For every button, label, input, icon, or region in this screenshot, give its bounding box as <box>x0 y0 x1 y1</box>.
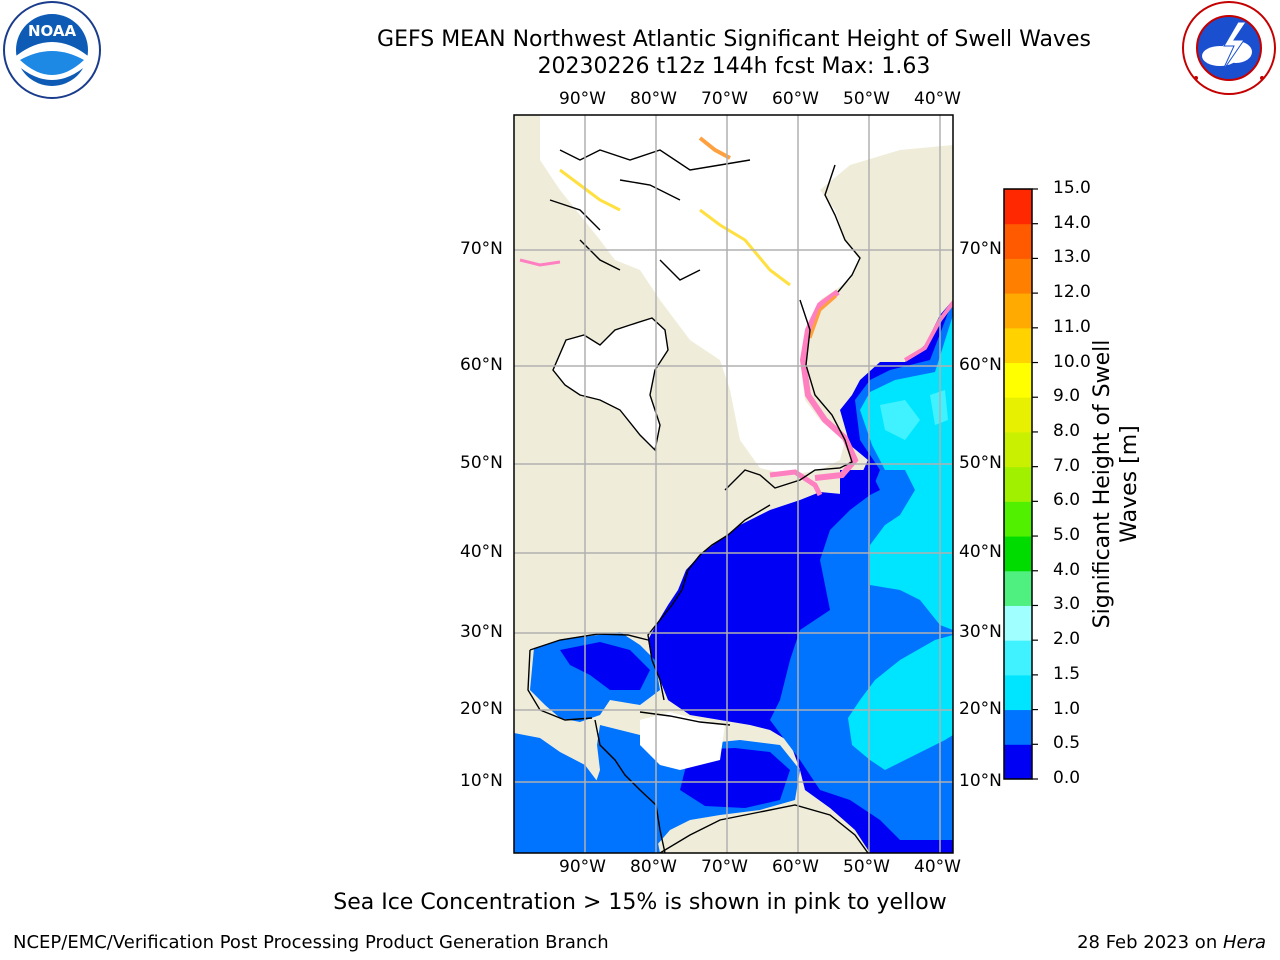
lat-tick-right: 40°N <box>959 542 1002 562</box>
colorbar-bin <box>1004 536 1032 572</box>
colorbar-tick-label: 12.0 <box>1053 282 1091 303</box>
colorbar-bin <box>1004 431 1032 468</box>
colorbar-bin <box>1004 397 1032 433</box>
coastline-hudson <box>552 317 669 452</box>
colorbar-bin <box>1004 570 1032 606</box>
lat-tick-left: 60°N <box>460 355 503 375</box>
chart-subtitle: 20230226 t12z 144h fcst Max: 1.63 <box>537 54 931 79</box>
lon-tick-bottom: 40°W <box>914 857 961 877</box>
colorbar-label-line2: Waves [m] <box>1117 425 1142 543</box>
colorbar-tick-label: 14.0 <box>1053 212 1091 233</box>
colorbar-tick-label: 0.0 <box>1053 768 1081 788</box>
coastline-us-east <box>647 504 771 701</box>
footer-date: 28 Feb 2023 on Hera <box>1077 932 1266 953</box>
colorbar-bin <box>1004 293 1032 329</box>
colorbar-tick-label: 1.0 <box>1053 698 1081 719</box>
colorbar-bin <box>1004 189 1032 225</box>
colorbar-tick-label: 4.0 <box>1053 559 1081 580</box>
lat-tick-right: 50°N <box>959 453 1002 473</box>
lat-tick-left: 50°N <box>460 453 503 473</box>
chart-title: GEFS MEAN Northwest Atlantic Significant… <box>377 27 1091 52</box>
colorbar-bin <box>1004 501 1032 537</box>
colorbar-bin <box>1004 258 1032 294</box>
lat-tick-right: 60°N <box>959 355 1002 375</box>
footer-branch: NCEP/EMC/Verification Post Processing Pr… <box>13 932 609 953</box>
lon-tick-top: 60°W <box>772 89 819 109</box>
colorbar-bin <box>1004 605 1032 641</box>
ocean-swell-high <box>860 315 953 630</box>
colorbar-tick-label: 7.0 <box>1053 455 1081 476</box>
lon-tick-top: 70°W <box>701 89 748 109</box>
coastline-cuba <box>639 711 731 726</box>
hudson-bay <box>553 318 668 450</box>
sea-ice-edge-labrador <box>799 289 859 481</box>
colorbar <box>1003 188 1038 780</box>
colorbar-bin <box>1004 466 1032 502</box>
lat-tick-left: 70°N <box>460 239 503 259</box>
colorbar-bin <box>1004 223 1032 259</box>
arctic-ice <box>540 115 953 475</box>
colorbar-bin <box>1004 709 1032 745</box>
lat-tick-left: 20°N <box>460 699 503 719</box>
colorbar-bin <box>1004 362 1032 398</box>
colorbar-tick-label: 8.0 <box>1053 420 1081 441</box>
footer-date-text: 28 Feb 2023 on <box>1077 932 1223 953</box>
lon-tick-top: 80°W <box>630 89 677 109</box>
colorbar-tick-label: 0.5 <box>1053 733 1081 754</box>
colorbar-tick-label: 9.0 <box>1053 386 1081 407</box>
colorbar-bin <box>1004 744 1032 780</box>
coastline-labrador <box>724 299 853 491</box>
svg-text:NOAA: NOAA <box>28 22 77 40</box>
lon-tick-top: 40°W <box>914 89 961 109</box>
map-frame <box>513 114 954 854</box>
coastline-greenland <box>824 164 861 293</box>
colorbar-frame <box>1003 188 1033 780</box>
colorbar-tick-label: 15.0 <box>1053 178 1091 198</box>
lon-tick-bottom: 70°W <box>701 857 748 877</box>
colorbar-tick-label: 13.0 <box>1053 247 1091 268</box>
colorbar-tick-label: 10.0 <box>1053 351 1091 372</box>
lat-tick-left: 30°N <box>460 622 503 642</box>
colorbar-tick-label: 5.0 <box>1053 525 1081 546</box>
lat-tick-left: 10°N <box>460 771 503 791</box>
nws-logo <box>1178 0 1280 100</box>
colorbar-tick-label: 11.0 <box>1053 316 1091 337</box>
colorbar-tick-label: 2.0 <box>1053 629 1081 650</box>
noaa-logo: NOAA <box>0 0 104 104</box>
lon-tick-bottom: 50°W <box>843 857 890 877</box>
footer-machine: Hera <box>1222 932 1266 953</box>
coastline-south-america <box>659 804 869 853</box>
lon-tick-top: 90°W <box>559 89 606 109</box>
sea-ice-note: Sea Ice Concentration > 15% is shown in … <box>333 890 947 915</box>
colorbar-tick-label: 3.0 <box>1053 594 1081 615</box>
colorbar-bin <box>1004 640 1032 676</box>
lat-tick-right: 70°N <box>959 239 1002 259</box>
lon-tick-bottom: 60°W <box>772 857 819 877</box>
pacific-ocean <box>514 733 660 853</box>
lat-tick-right: 30°N <box>959 622 1002 642</box>
colorbar-label: Significant Height of Swell Waves [m] <box>1089 340 1143 629</box>
lon-tick-bottom: 90°W <box>559 857 606 877</box>
lat-tick-right: 20°N <box>959 699 1002 719</box>
colorbar-bin <box>1004 327 1032 364</box>
lat-tick-right: 10°N <box>959 771 1002 791</box>
lon-tick-bottom: 80°W <box>630 857 677 877</box>
colorbar-bin <box>1004 674 1032 711</box>
lon-tick-top: 50°W <box>843 89 890 109</box>
lat-tick-left: 40°N <box>460 542 503 562</box>
colorbar-tick-label: 6.0 <box>1053 490 1081 511</box>
colorbar-label-line1: Significant Height of Swell <box>1090 339 1115 629</box>
colorbar-tick-label: 1.5 <box>1053 663 1081 684</box>
coastline-arctic <box>549 149 751 281</box>
